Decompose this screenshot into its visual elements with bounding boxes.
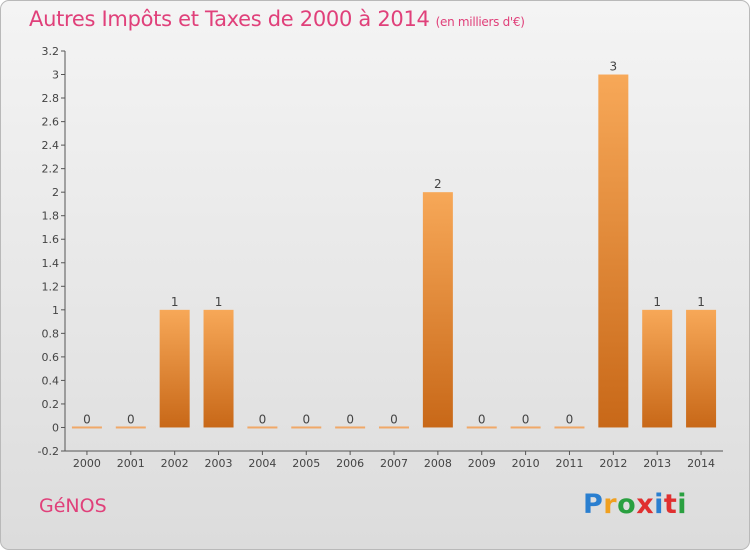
data-label: 0 bbox=[302, 412, 310, 426]
logo-letter: t bbox=[663, 489, 678, 520]
y-tick-label: 2.4 bbox=[42, 139, 60, 152]
bar-2010 bbox=[510, 426, 541, 429]
y-tick-label: 3 bbox=[52, 69, 59, 82]
bar-2008 bbox=[422, 192, 453, 428]
logo-letter: o bbox=[617, 489, 637, 520]
data-label: 0 bbox=[522, 412, 530, 426]
x-tick-label: 2002 bbox=[161, 457, 189, 470]
x-tick-label: 2009 bbox=[468, 457, 496, 470]
x-tick-label: 2006 bbox=[336, 457, 364, 470]
y-tick-label: 3.2 bbox=[42, 45, 60, 58]
bar-2011 bbox=[554, 426, 585, 429]
x-tick-label: 2001 bbox=[117, 457, 145, 470]
bar-2009 bbox=[466, 426, 497, 429]
y-tick-label: -0.2 bbox=[38, 445, 59, 458]
chart-title-text: Autres Impôts et Taxes de 2000 à 2014 bbox=[29, 7, 430, 31]
y-tick-label: 0.2 bbox=[42, 398, 60, 411]
logo-letter: x bbox=[636, 489, 655, 520]
x-tick-label: 2007 bbox=[380, 457, 408, 470]
y-tick-label: 2.6 bbox=[42, 116, 60, 129]
y-tick-label: 1.8 bbox=[42, 210, 60, 223]
bar-2002 bbox=[159, 309, 190, 428]
bar-2001 bbox=[115, 426, 146, 429]
y-tick-label: 1 bbox=[52, 304, 59, 317]
bar-2004 bbox=[247, 426, 278, 429]
y-tick-label: 2.8 bbox=[42, 92, 60, 105]
x-tick-label: 2010 bbox=[512, 457, 540, 470]
chart-title: Autres Impôts et Taxes de 2000 à 2014 (en… bbox=[29, 7, 525, 31]
x-tick-label: 2012 bbox=[599, 457, 627, 470]
bar-2006 bbox=[335, 426, 366, 429]
data-label: 1 bbox=[171, 295, 179, 309]
y-tick-label: 0.8 bbox=[42, 327, 60, 340]
x-tick-label: 2013 bbox=[643, 457, 671, 470]
logo-letter: i bbox=[654, 489, 664, 520]
logo-letter: i bbox=[677, 489, 688, 520]
bar-2000 bbox=[71, 426, 102, 429]
data-label: 1 bbox=[215, 295, 223, 309]
data-label: 0 bbox=[346, 412, 354, 426]
data-label: 3 bbox=[610, 60, 618, 74]
x-tick-label: 2003 bbox=[205, 457, 233, 470]
data-label: 0 bbox=[478, 412, 486, 426]
y-tick-label: 0.4 bbox=[42, 374, 60, 387]
data-label: 0 bbox=[259, 412, 267, 426]
y-tick-label: 0 bbox=[52, 421, 59, 434]
y-tick-label: 1.4 bbox=[42, 257, 60, 270]
commune-name: GéNOS bbox=[39, 495, 107, 517]
proxiti-logo: Proxiti bbox=[583, 489, 687, 520]
data-label: 1 bbox=[697, 295, 705, 309]
bar-2003 bbox=[203, 309, 234, 428]
x-tick-label: 2008 bbox=[424, 457, 452, 470]
bar-2007 bbox=[379, 426, 409, 429]
data-label: 0 bbox=[390, 412, 398, 426]
data-label: 2 bbox=[434, 177, 442, 191]
data-label: 0 bbox=[83, 412, 91, 426]
logo-letter: P bbox=[583, 489, 604, 520]
data-label: 1 bbox=[653, 295, 661, 309]
data-label: 0 bbox=[127, 412, 135, 426]
logo-letter: r bbox=[603, 489, 618, 520]
data-label: 0 bbox=[566, 412, 574, 426]
bar-2012 bbox=[598, 74, 629, 428]
y-tick-label: 1.2 bbox=[42, 280, 60, 293]
x-tick-label: 2000 bbox=[73, 457, 101, 470]
chart-subtitle: (en milliers d'€) bbox=[435, 15, 525, 29]
y-tick-label: 1.6 bbox=[42, 233, 60, 246]
x-tick-label: 2004 bbox=[248, 457, 276, 470]
y-tick-label: 2.2 bbox=[42, 163, 60, 176]
y-tick-label: 2 bbox=[52, 186, 59, 199]
bar-2005 bbox=[291, 426, 322, 429]
x-tick-label: 2011 bbox=[555, 457, 583, 470]
bar-2014 bbox=[686, 309, 717, 428]
bar-2013 bbox=[642, 309, 673, 428]
x-tick-label: 2005 bbox=[292, 457, 320, 470]
x-tick-label: 2014 bbox=[687, 457, 715, 470]
y-tick-label: 0.6 bbox=[42, 351, 60, 364]
